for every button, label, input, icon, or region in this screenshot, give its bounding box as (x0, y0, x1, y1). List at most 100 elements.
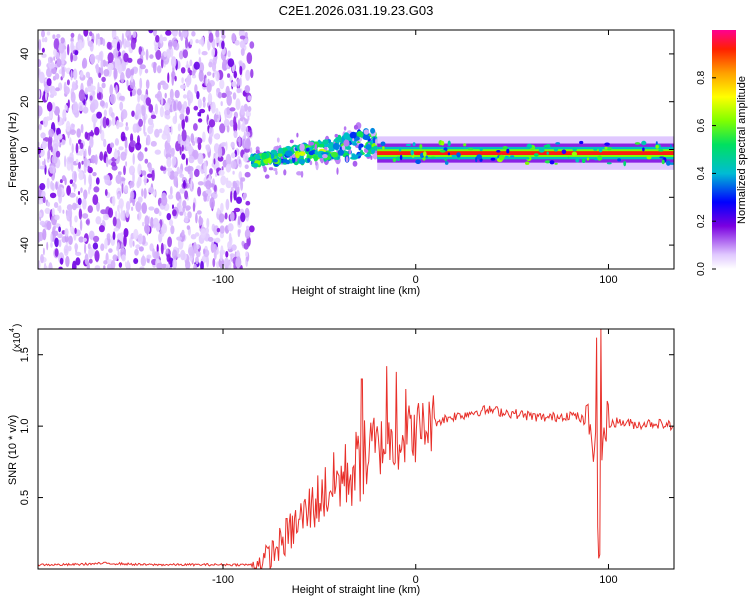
noise-blob (39, 220, 46, 226)
tone-texture-blob (604, 146, 608, 149)
noise-blob (131, 206, 134, 211)
noise-blob (85, 71, 91, 79)
noise-blob (51, 154, 58, 165)
tone-texture-blob (405, 143, 411, 147)
noise-blob (118, 146, 124, 151)
noise-blob (38, 59, 42, 68)
signal-blob (357, 153, 363, 157)
noise-blob (117, 249, 120, 260)
noise-blob (150, 217, 154, 229)
signal-blob (285, 159, 290, 165)
noise-blob (208, 119, 216, 128)
signal-blob (248, 156, 256, 162)
noise-blob (113, 227, 120, 232)
noise-blob (233, 116, 237, 126)
tone-core (377, 151, 674, 155)
noise-blob (147, 173, 153, 178)
noise-blob (76, 128, 81, 138)
signal-blob (261, 152, 267, 160)
noise-blob (130, 39, 136, 50)
snr-y-axis-label: SNR (10 * v/v) (7, 415, 19, 485)
noise-blob (71, 143, 74, 154)
noise-blob (222, 59, 228, 71)
noise-blob (41, 30, 45, 38)
noise-blob (227, 241, 232, 250)
noise-blob (84, 87, 88, 95)
signal-blob (327, 142, 335, 150)
noise-blob (38, 71, 45, 84)
noise-blob (181, 117, 185, 130)
noise-blob (231, 244, 237, 251)
noise-blob (78, 208, 83, 220)
noise-blob (51, 207, 55, 217)
signal-halo-blob (276, 137, 280, 143)
noise-blob (158, 211, 162, 217)
noise-blob (178, 198, 182, 207)
noise-blob (53, 202, 59, 208)
noise-blob (124, 40, 131, 48)
signal-halo-blob (255, 149, 260, 154)
noise-blob (62, 209, 65, 214)
noise-blob (89, 31, 93, 37)
noise-blob (216, 87, 221, 93)
noise-blob (193, 105, 199, 111)
tone-texture-blob (439, 149, 446, 153)
noise-blob (219, 123, 226, 134)
tone-texture-blob (496, 150, 501, 153)
noise-blob (117, 193, 121, 200)
noise-blob (197, 186, 202, 197)
noise-blob (219, 225, 225, 234)
signal-blob (299, 159, 305, 165)
tone-texture-blob (567, 156, 570, 159)
noise-blob (189, 69, 193, 76)
noise-blob (109, 93, 116, 105)
signal-halo-blob (289, 139, 294, 144)
noise-blob (245, 251, 249, 258)
noise-blob (246, 225, 250, 231)
noise-blob (236, 87, 241, 94)
noise-blob (69, 129, 76, 136)
signal-blob (278, 147, 283, 154)
noise-blob (186, 60, 189, 69)
noise-blob (220, 175, 227, 186)
tone-texture-blob (642, 147, 645, 152)
noise-blob (58, 239, 62, 248)
noise-blob (99, 151, 104, 161)
noise-blob (52, 34, 56, 39)
noise-blob (187, 211, 192, 219)
noise-blob (95, 33, 98, 46)
noise-blob (155, 49, 162, 60)
noise-blob (231, 81, 237, 88)
noise-blob (159, 34, 163, 44)
noise-blob (182, 94, 188, 99)
signal-halo-blob (308, 141, 315, 146)
tone-texture-blob (661, 159, 665, 165)
noise-blob (229, 119, 235, 127)
signal-blob (364, 153, 372, 157)
noise-blob (120, 177, 126, 182)
colorbar-gradient (712, 30, 736, 269)
noise-blob (205, 180, 212, 190)
noise-blob (46, 78, 52, 87)
noise-blob (83, 189, 88, 200)
noise-blob (247, 95, 252, 101)
noise-blob (80, 187, 83, 194)
noise-blob (46, 201, 51, 207)
noise-blob (141, 50, 146, 56)
noise-blob (166, 213, 172, 221)
noise-blob (43, 265, 48, 269)
noise-blob (53, 91, 57, 97)
noise-blob (137, 163, 142, 176)
noise-blob (239, 35, 246, 40)
noise-blob (139, 64, 146, 70)
noise-blob (206, 255, 210, 268)
signal-halo-blob (353, 124, 359, 130)
noise-blob (66, 185, 71, 196)
noise-blob (182, 200, 187, 209)
noise-blob (50, 61, 55, 69)
noise-blob (54, 248, 59, 257)
noise-blob (88, 131, 95, 137)
noise-blob (48, 262, 53, 269)
spectrogram-y-tick-label: -20 (19, 189, 31, 205)
noise-blob (239, 65, 243, 76)
